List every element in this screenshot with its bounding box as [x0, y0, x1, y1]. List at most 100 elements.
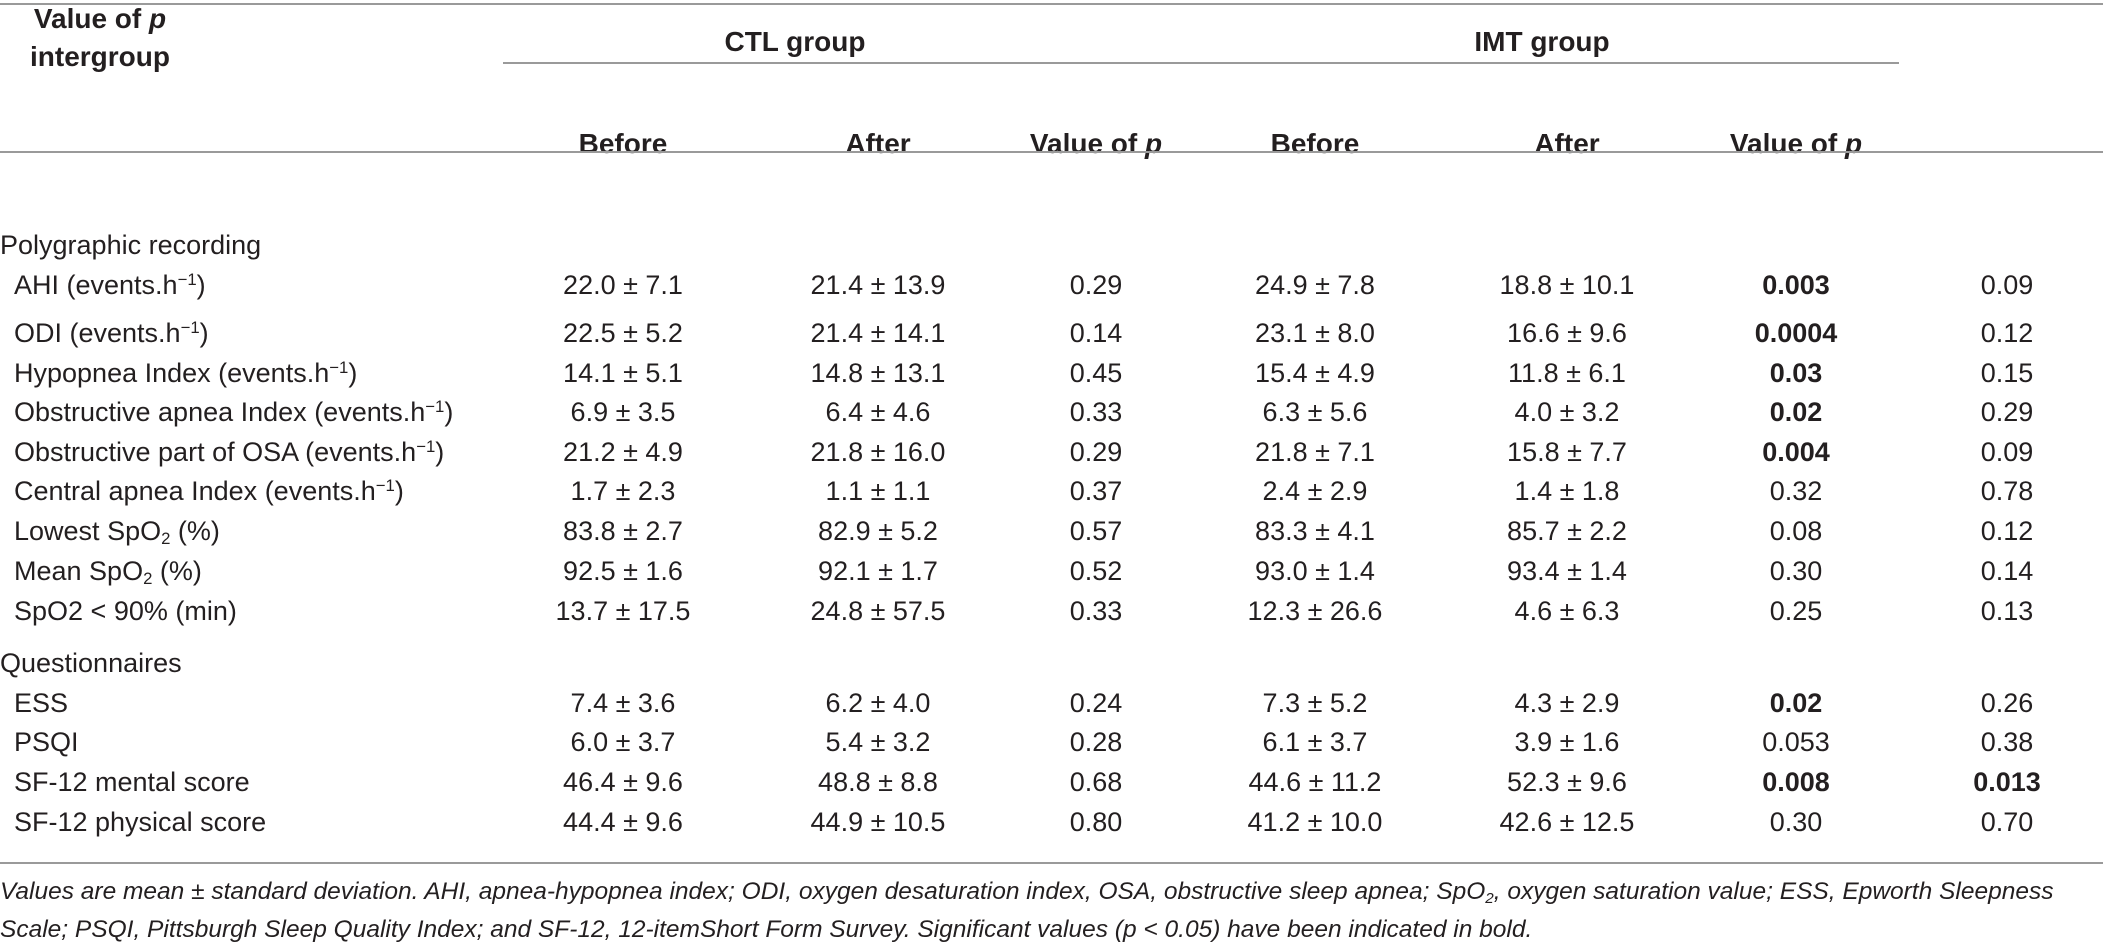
- row-label-ess: ESS: [14, 688, 69, 718]
- cell-imt-p: 0.008: [1762, 767, 1830, 797]
- cell-imt-before: 2.4 ± 2.9: [1262, 476, 1368, 506]
- ctl-group-header: CTL group: [724, 26, 866, 57]
- cell-imt-p: 0.004: [1762, 437, 1830, 467]
- cell-ctl-after: 82.9 ± 5.2: [818, 516, 938, 546]
- cell-imt-after: 3.9 ± 1.6: [1514, 727, 1620, 757]
- cell-ctl-after: 92.1 ± 1.7: [818, 556, 938, 586]
- cell-ctl-before: 22.5 ± 5.2: [563, 318, 683, 348]
- cell-imt-before: 44.6 ± 11.2: [1248, 767, 1382, 797]
- row-label-ahi: AHI (events.h−1): [14, 269, 206, 300]
- section-questionnaires: Questionnaires: [0, 648, 182, 678]
- cell-imt-p: 0.30: [1769, 556, 1823, 586]
- imt-before-header: Before: [1270, 128, 1360, 159]
- cell-ctl-before: 92.5 ± 1.6: [563, 556, 683, 586]
- cell-ctl-p: 0.29: [1069, 437, 1123, 467]
- cell-p-inter: 0.013: [1973, 767, 2041, 797]
- row-label-central-apnea: Central apnea Index (events.h−1): [14, 475, 404, 506]
- row-label-odi: ODI (events.h−1): [14, 317, 209, 348]
- ctl-before-header: Before: [578, 128, 668, 159]
- cell-imt-before: 7.3 ± 5.2: [1262, 688, 1368, 718]
- cell-imt-p: 0.30: [1769, 807, 1823, 837]
- cell-p-inter: 0.12: [1980, 516, 2034, 546]
- cell-imt-before: 6.1 ± 3.7: [1262, 727, 1368, 757]
- cell-imt-after: 4.3 ± 2.9: [1514, 688, 1620, 718]
- cell-ctl-before: 83.8 ± 2.7: [563, 516, 683, 546]
- cell-imt-before: 23.1 ± 8.0: [1255, 318, 1375, 348]
- group-header-rule: [503, 62, 1899, 64]
- cell-ctl-after: 1.1 ± 1.1: [825, 476, 931, 506]
- cell-p-inter: 0.09: [1980, 437, 2034, 467]
- row-label-obstructive-apnea: Obstructive apnea Index (events.h−1): [14, 396, 454, 427]
- cell-imt-before: 93.0 ± 1.4: [1255, 556, 1375, 586]
- cell-ctl-before: 46.4 ± 9.6: [563, 767, 683, 797]
- cell-imt-after: 42.6 ± 12.5: [1499, 807, 1635, 837]
- cell-ctl-after: 5.4 ± 3.2: [825, 727, 931, 757]
- cell-p-inter: 0.12: [1980, 318, 2034, 348]
- cell-imt-p: 0.08: [1769, 516, 1823, 546]
- cell-p-inter: 0.15: [1980, 358, 2034, 388]
- cell-ctl-p: 0.52: [1069, 556, 1123, 586]
- imt-after-header: After: [1534, 128, 1600, 159]
- cell-ctl-before: 13.7 ± 17.5: [555, 596, 691, 626]
- cell-imt-before: 41.2 ± 10.0: [1247, 807, 1383, 837]
- cell-p-inter: 0.13: [1980, 596, 2034, 626]
- cell-ctl-after: 21.8 ± 16.0: [810, 437, 946, 467]
- cell-ctl-before: 6.0 ± 3.7: [570, 727, 676, 757]
- cell-imt-before: 15.4 ± 4.9: [1255, 358, 1375, 388]
- cell-ctl-p: 0.14: [1069, 318, 1123, 348]
- cell-ctl-after: 6.2 ± 4.0: [825, 688, 931, 718]
- cell-imt-before: 6.3 ± 5.6: [1262, 397, 1368, 427]
- cell-imt-after: 93.4 ± 1.4: [1507, 556, 1627, 586]
- imt-group-header: IMT group: [1474, 26, 1610, 57]
- table-footnote: Values are mean ± standard deviation. AH…: [0, 878, 2054, 943]
- ctl-p-header: Value of p: [1029, 128, 1163, 159]
- cell-p-inter: 0.78: [1980, 476, 2034, 506]
- row-label-hypopnea: Hypopnea Index (events.h−1): [14, 357, 358, 388]
- cell-imt-after: 1.4 ± 1.8: [1514, 476, 1620, 506]
- intergroup-p-header: Value of p intergroup: [30, 3, 170, 72]
- cell-imt-after: 18.8 ± 10.1: [1499, 270, 1635, 300]
- cell-ctl-after: 44.9 ± 10.5: [810, 807, 946, 837]
- cell-ctl-after: 6.4 ± 4.6: [825, 397, 931, 427]
- imt-p-header: Value of p: [1729, 128, 1863, 159]
- cell-imt-after: 52.3 ± 9.6: [1507, 767, 1627, 797]
- row-label-psqi: PSQI: [14, 727, 79, 757]
- cell-imt-after: 4.6 ± 6.3: [1514, 596, 1620, 626]
- cell-imt-after: 4.0 ± 3.2: [1514, 397, 1620, 427]
- cell-ctl-after: 24.8 ± 57.5: [810, 596, 946, 626]
- cell-p-inter: 0.38: [1980, 727, 2034, 757]
- cell-imt-before: 21.8 ± 7.1: [1255, 437, 1375, 467]
- cell-imt-after: 16.6 ± 9.6: [1507, 318, 1627, 348]
- cell-ctl-p: 0.45: [1069, 358, 1123, 388]
- cell-ctl-p: 0.57: [1069, 516, 1123, 546]
- cell-p-inter: 0.26: [1980, 688, 2034, 718]
- cell-ctl-before: 6.9 ± 3.5: [570, 397, 676, 427]
- row-label-obstructive-part: Obstructive part of OSA (events.h−1): [14, 436, 445, 467]
- section-polygraphic: Polygraphic recording: [0, 230, 262, 260]
- cell-imt-p: 0.053: [1762, 727, 1830, 757]
- row-label-spo2-below-90: SpO2 < 90% (min): [14, 596, 237, 626]
- cell-imt-after: 85.7 ± 2.2: [1507, 516, 1627, 546]
- cell-ctl-after: 48.8 ± 8.8: [818, 767, 938, 797]
- row-label-lowest-spo2: Lowest SpO2 (%): [14, 516, 220, 549]
- cell-ctl-before: 21.2 ± 4.9: [563, 437, 683, 467]
- row-label-mean-spo2: Mean SpO2 (%): [14, 556, 202, 589]
- cell-p-inter: 0.70: [1980, 807, 2034, 837]
- cell-imt-before: 12.3 ± 26.6: [1247, 596, 1383, 626]
- cell-ctl-p: 0.29: [1069, 270, 1123, 300]
- cell-imt-p: 0.02: [1769, 688, 1823, 718]
- cell-ctl-p: 0.33: [1069, 397, 1123, 427]
- ctl-after-header: After: [845, 128, 911, 159]
- cell-ctl-before: 14.1 ± 5.1: [563, 358, 683, 388]
- cell-ctl-p: 0.28: [1069, 727, 1123, 757]
- cell-imt-p: 0.003: [1762, 270, 1830, 300]
- cell-p-inter: 0.29: [1980, 397, 2034, 427]
- top-rule: [0, 3, 2103, 5]
- cell-ctl-p: 0.37: [1069, 476, 1123, 506]
- cell-ctl-p: 0.24: [1069, 688, 1123, 718]
- cell-ctl-after: 21.4 ± 14.1: [810, 318, 946, 348]
- cell-imt-p: 0.02: [1769, 397, 1823, 427]
- bottom-rule: [0, 862, 2103, 864]
- row-label-sf12-physical: SF-12 physical score: [14, 807, 267, 837]
